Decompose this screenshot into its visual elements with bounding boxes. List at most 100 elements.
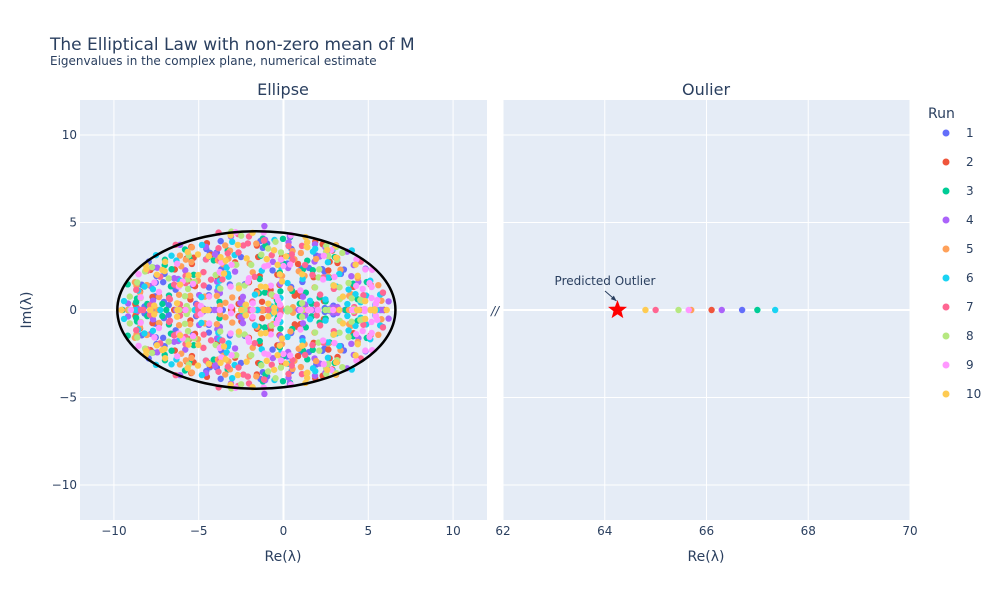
eigenvalue-point bbox=[194, 362, 202, 369]
eigenvalue-point bbox=[385, 315, 392, 322]
eigenvalue-point bbox=[306, 315, 314, 323]
eigenvalue-point bbox=[157, 306, 164, 314]
eigenvalue-point bbox=[277, 256, 285, 263]
eigenvalue-point bbox=[320, 252, 327, 260]
eigenvalue-point bbox=[309, 248, 317, 255]
eigenvalue-point bbox=[176, 281, 184, 288]
eigenvalue-point bbox=[309, 266, 316, 274]
eigenvalue-point bbox=[348, 295, 355, 302]
eigenvalue-point bbox=[362, 315, 369, 323]
legend-entry-label: 5 bbox=[966, 242, 974, 256]
outlier-x-axis-title: Re(λ) bbox=[688, 549, 725, 565]
eigenvalue-point bbox=[258, 362, 265, 369]
eigenvalue-point bbox=[271, 309, 278, 316]
eigenvalue-point bbox=[228, 374, 236, 382]
eigenvalue-point bbox=[234, 241, 242, 249]
eigenvalue-point bbox=[217, 285, 224, 292]
outlier-layer bbox=[608, 300, 779, 319]
eigenvalue-point bbox=[313, 301, 320, 308]
eigenvalue-point bbox=[286, 352, 294, 359]
eigenvalue-point bbox=[238, 306, 245, 314]
eigenvalue-point bbox=[297, 287, 304, 294]
eigenvalue-point bbox=[353, 256, 360, 263]
ticks-layer: −10 −5 0 5 10 62 64 66 68 70 −10 −5 0 5 10 bbox=[52, 128, 918, 538]
eigenvalue-point bbox=[383, 306, 390, 314]
legend-marker bbox=[942, 303, 950, 311]
eigenvalue-point bbox=[316, 291, 324, 298]
eigenvalue-point bbox=[375, 281, 382, 289]
y-tick-label: 0 bbox=[69, 303, 77, 317]
eigenvalue-point bbox=[198, 371, 206, 379]
eigenvalue-point bbox=[368, 294, 375, 302]
eigenvalue-point bbox=[339, 363, 346, 371]
eigenvalue-point bbox=[348, 272, 355, 280]
eigenvalue-point bbox=[244, 373, 252, 380]
eigenvalue-point bbox=[134, 279, 141, 286]
eigenvalue-point bbox=[161, 345, 168, 353]
eigenvalue-point bbox=[345, 279, 352, 287]
legend-marker bbox=[942, 158, 950, 166]
eigenvalue-point bbox=[272, 375, 279, 382]
eigenvalue-point bbox=[352, 261, 359, 268]
eigenvalue-point bbox=[265, 300, 272, 307]
y-tick-label: −5 bbox=[59, 391, 77, 405]
eigenvalue-point bbox=[173, 260, 181, 267]
x-tick-label: 68 bbox=[801, 524, 816, 538]
eigenvalue-point bbox=[188, 244, 196, 251]
eigenvalue-point bbox=[173, 353, 181, 360]
outlier-point bbox=[771, 306, 779, 314]
eigenvalue-point bbox=[258, 315, 266, 322]
eigenvalue-point bbox=[237, 232, 245, 239]
eigenvalue-point bbox=[154, 349, 161, 356]
eigenvalue-point bbox=[228, 261, 235, 268]
eigenvalue-point bbox=[282, 253, 290, 260]
axis-break-marker: // bbox=[490, 304, 501, 318]
eigenvalue-point bbox=[237, 381, 245, 388]
eigenvalue-point bbox=[379, 324, 387, 331]
eigenvalue-point bbox=[268, 252, 275, 259]
eigenvalue-point bbox=[264, 245, 272, 252]
eigenvalue-point bbox=[251, 291, 259, 298]
eigenvalue-point bbox=[155, 293, 163, 301]
eigenvalue-point bbox=[251, 322, 259, 329]
legend-entry-label: 8 bbox=[966, 329, 974, 343]
eigenvalue-point bbox=[257, 283, 265, 290]
eigenvalue-point bbox=[316, 347, 323, 354]
eigenvalue-point bbox=[294, 352, 302, 360]
eigenvalue-point bbox=[265, 313, 272, 320]
eigenvalue-point bbox=[306, 297, 314, 305]
eigenvalue-point bbox=[168, 252, 175, 259]
eigenvalue-point bbox=[360, 321, 367, 328]
legend-entry-label: 2 bbox=[966, 155, 974, 169]
eigenvalue-point bbox=[271, 304, 278, 311]
eigenvalue-point bbox=[267, 282, 275, 289]
outlier-point bbox=[675, 306, 682, 314]
eigenvalue-point bbox=[141, 283, 148, 290]
eigenvalue-point bbox=[284, 333, 291, 341]
eigenvalue-point bbox=[336, 306, 343, 314]
eigenvalue-point bbox=[368, 318, 375, 326]
eigenvalue-point bbox=[194, 251, 202, 258]
eigenvalue-point bbox=[184, 364, 191, 372]
eigenvalue-point bbox=[190, 271, 197, 278]
eigenvalue-point bbox=[120, 297, 128, 305]
eigenvalue-point bbox=[253, 373, 260, 380]
eigenvalue-point bbox=[348, 318, 355, 325]
eigenvalue-point bbox=[277, 288, 284, 295]
eigenvalue-point bbox=[344, 312, 351, 320]
legend-marker bbox=[942, 187, 950, 195]
eigenvalue-point bbox=[235, 364, 242, 371]
eigenvalue-point bbox=[345, 333, 352, 341]
eigenvalue-point bbox=[278, 335, 286, 342]
eigenvalue-point bbox=[261, 222, 268, 230]
eigenvalue-point bbox=[368, 283, 375, 291]
eigenvalue-point bbox=[200, 331, 207, 338]
legend-entry-label: 6 bbox=[966, 271, 974, 285]
eigenvalue-point bbox=[309, 346, 316, 354]
eigenvalue-point bbox=[217, 375, 224, 383]
eigenvalue-point bbox=[344, 300, 351, 308]
eigenvalue-point bbox=[352, 282, 360, 290]
eigenvalue-point bbox=[215, 368, 222, 375]
theoretical-ellipse bbox=[116, 230, 397, 390]
